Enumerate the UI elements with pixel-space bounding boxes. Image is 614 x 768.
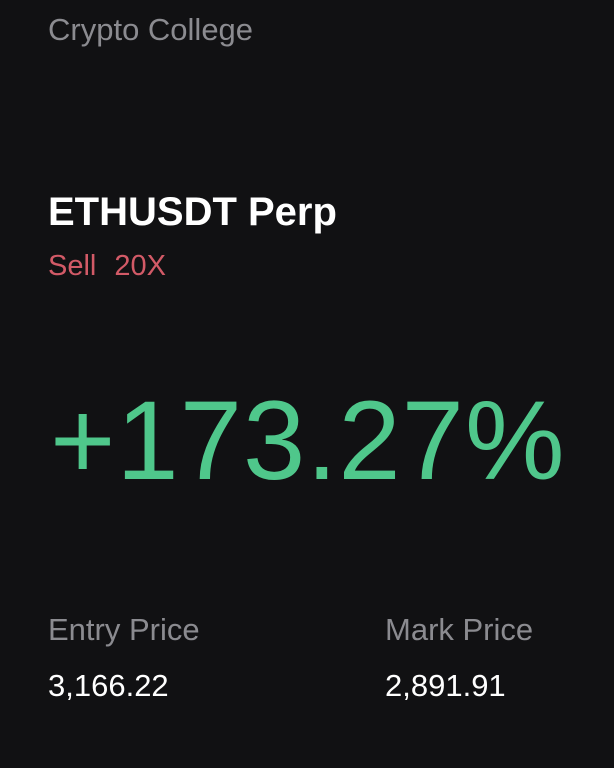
contract-title: ETHUSDT Perp	[48, 190, 337, 234]
mark-price-value: 2,891.91	[385, 668, 506, 703]
pnl-percent: +173.27%	[50, 378, 566, 503]
side-label: Sell	[48, 250, 97, 282]
brand-name: Crypto College	[48, 12, 254, 47]
position-side: Sell 20X	[48, 250, 166, 283]
entry-price-value: 3,166.22	[48, 668, 169, 703]
entry-price-label: Entry Price	[48, 612, 200, 647]
mark-price-label: Mark Price	[385, 612, 534, 647]
leverage-label: 20X	[114, 250, 166, 282]
